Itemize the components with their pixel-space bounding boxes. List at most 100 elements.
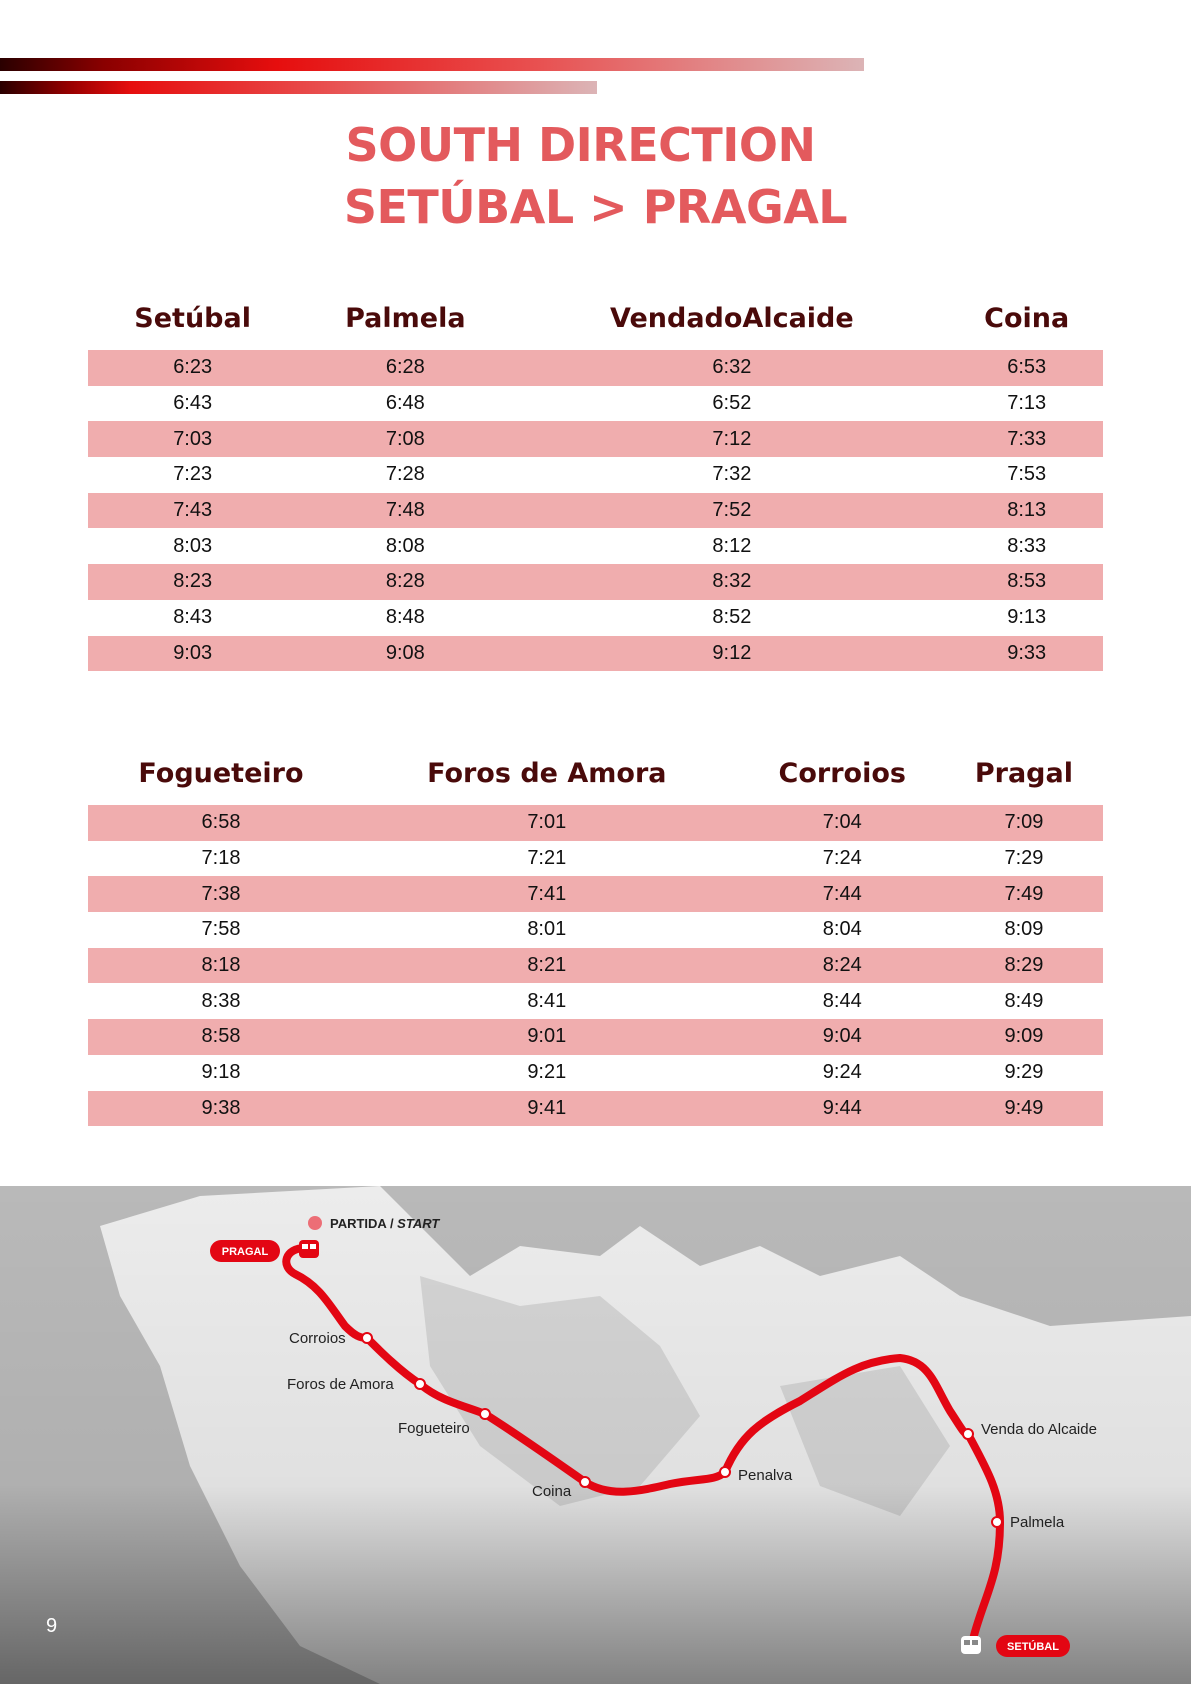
- time-cell: 7:44: [739, 876, 945, 913]
- time-cell: 7:58: [201, 918, 241, 941]
- time-cell: 8:29: [944, 947, 1103, 984]
- decorative-bar: [0, 58, 864, 71]
- time-cell: 9:44: [739, 1090, 945, 1127]
- table-row: 7:43 7:48 7:52 8:13: [88, 492, 1103, 529]
- page-subtitle: SETÚBAL > PRAGAL: [343, 180, 848, 234]
- destination-pill: [996, 1635, 1070, 1657]
- start-legend-dot: [308, 1216, 322, 1230]
- time-cell: 7:08: [297, 421, 514, 458]
- time-cell: 8:58: [88, 1019, 354, 1055]
- station-label: Palmela: [1010, 1514, 1065, 1531]
- column-header: Pragal: [974, 757, 1073, 789]
- table-row: 9:18 9:21 9:24 9:29: [88, 1055, 1103, 1091]
- time-cell: 8:49: [1004, 989, 1044, 1012]
- time-cell: 8:41: [527, 989, 567, 1012]
- decorative-bar: [0, 81, 597, 94]
- time-cell: 7:18: [201, 847, 241, 870]
- time-cell: 7:23: [173, 463, 213, 486]
- time-cell: 9:24: [822, 1061, 862, 1084]
- table-row: 8:18 8:21 8:24 8:29: [88, 947, 1103, 984]
- time-cell: 8:18: [88, 947, 354, 984]
- column-header: Fogueteiro: [138, 757, 304, 789]
- origin-pill: [210, 1240, 280, 1262]
- time-cell: 8:48: [385, 606, 425, 629]
- time-cell: 8:21: [353, 947, 740, 984]
- time-cell: 9:21: [527, 1061, 567, 1084]
- time-cell: 7:53: [1007, 463, 1047, 486]
- origin-pill-label: PRAGAL: [222, 1246, 269, 1258]
- time-cell: 6:48: [385, 392, 425, 415]
- time-cell: 6:23: [88, 350, 298, 386]
- timetable-2: Fogueteiro Foros de Amora Corroios Pragal 6:…: [88, 741, 1103, 1127]
- time-cell: 9:38: [88, 1090, 354, 1127]
- table-row: 8:38 8:41 8:44 8:49: [88, 983, 1103, 1019]
- table-row: 6:58 7:01 7:04 7:09: [88, 805, 1103, 841]
- time-cell: 7:33: [950, 421, 1103, 458]
- table-row: 8:58 9:01 9:04 9:09: [88, 1019, 1103, 1055]
- time-cell: 8:13: [950, 492, 1103, 529]
- time-cell: 8:12: [712, 534, 752, 557]
- start-legend: PARTIDA / START: [330, 1216, 440, 1231]
- table-row: 7:58 8:01 8:04 8:09: [88, 912, 1103, 948]
- page-number: 9: [46, 1615, 58, 1637]
- station-label: Penalva: [738, 1467, 793, 1484]
- time-cell: 7:03: [88, 421, 298, 458]
- station-label: Coina: [532, 1483, 572, 1500]
- time-cell: 9:41: [353, 1090, 740, 1127]
- time-cell: 6:53: [950, 350, 1103, 386]
- time-cell: 8:43: [173, 606, 213, 629]
- timetable-1: Setúbal Palmela VendadoAlcaide Coina 6:23 6:2…: [88, 286, 1103, 672]
- table-row: 9:03 9:08 9:12 9:33: [88, 635, 1103, 672]
- time-cell: 7:04: [739, 805, 945, 841]
- table-row: 7:18 7:21 7:24 7:29: [88, 841, 1103, 877]
- time-cell: 7:43: [88, 492, 298, 529]
- station-markers: [361, 1332, 1003, 1528]
- time-cell: 9:03: [88, 635, 298, 672]
- time-cell: 7:32: [712, 463, 752, 486]
- time-cell: 7:01: [353, 805, 740, 841]
- station-label: Fogueteiro: [398, 1420, 470, 1437]
- time-cell: 7:28: [385, 463, 425, 486]
- time-cell: 8:28: [297, 564, 514, 600]
- train-icon: [299, 1240, 319, 1258]
- time-cell: 7:12: [513, 421, 951, 458]
- page-title: SOUTH DIRECTION: [345, 118, 816, 172]
- time-cell: 7:13: [1007, 392, 1047, 415]
- time-cell: 7:48: [297, 492, 514, 529]
- time-cell: 9:29: [1004, 1061, 1044, 1084]
- table-row: 6:43 6:48 6:52 7:13: [88, 386, 1103, 422]
- route-map: Corroios Foros de Amora Fogueteiro Coina…: [0, 1186, 1191, 1684]
- time-cell: 8:44: [822, 989, 862, 1012]
- time-cell: 8:09: [1004, 918, 1044, 941]
- time-cell: 7:24: [822, 847, 862, 870]
- column-header: Foros de Amora: [427, 757, 667, 789]
- time-cell: 9:09: [944, 1019, 1103, 1055]
- table-row: 7:03 7:08 7:12 7:33: [88, 421, 1103, 458]
- time-cell: 8:08: [385, 534, 425, 557]
- time-cell: 8:53: [950, 564, 1103, 600]
- table-row: 6:23 6:28 6:32 6:53: [88, 350, 1103, 386]
- time-cell: 9:49: [944, 1090, 1103, 1127]
- time-cell: 9:18: [201, 1061, 241, 1084]
- column-header: VendadoAlcaide: [610, 302, 854, 334]
- table-row: 8:03 8:08 8:12 8:33: [88, 528, 1103, 564]
- table-row: 7:38 7:41 7:44 7:49: [88, 876, 1103, 913]
- time-cell: 9:08: [297, 635, 514, 672]
- station-label: Venda do Alcaide: [981, 1421, 1097, 1438]
- station-label: Corroios: [289, 1330, 346, 1347]
- time-cell: 7:41: [353, 876, 740, 913]
- table-row: 8:23 8:28 8:32 8:53: [88, 564, 1103, 600]
- column-header: Coina: [984, 302, 1070, 334]
- column-header: Setúbal: [134, 302, 251, 334]
- time-cell: 8:23: [88, 564, 298, 600]
- time-cell: 8:38: [201, 989, 241, 1012]
- time-cell: 6:28: [297, 350, 514, 386]
- time-cell: 7:29: [1004, 847, 1044, 870]
- time-cell: 8:32: [513, 564, 951, 600]
- time-cell: 7:52: [513, 492, 951, 529]
- table-row: 8:43 8:48 8:52 9:13: [88, 600, 1103, 636]
- time-cell: 8:04: [822, 918, 862, 941]
- time-cell: 8:01: [527, 918, 567, 941]
- time-cell: 9:33: [950, 635, 1103, 672]
- table-row: 7:23 7:28 7:32 7:53: [88, 457, 1103, 493]
